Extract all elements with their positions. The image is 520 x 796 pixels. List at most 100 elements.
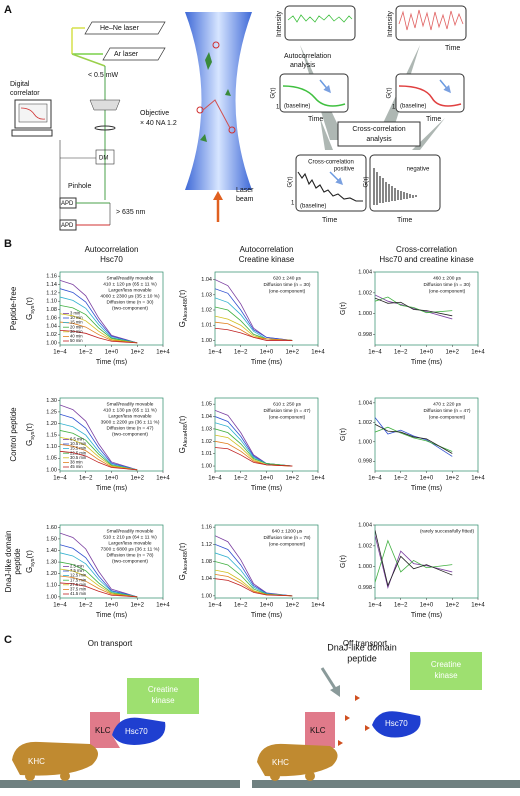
y-tick-label: 1.10 xyxy=(46,444,57,450)
illustration-shape xyxy=(282,85,346,107)
protein-label: KLC xyxy=(310,726,326,735)
y-tick-label: 1.25 xyxy=(46,409,57,415)
row-label: Control peptide xyxy=(9,407,18,462)
illustration-shape xyxy=(305,771,315,781)
y-tick-label: 1.002 xyxy=(358,420,372,426)
illustration-shape xyxy=(338,695,370,746)
device-label: Digital xyxy=(10,81,30,88)
legend-label: 41.5 min xyxy=(70,591,87,596)
x-tick-label: 1e−4 xyxy=(208,603,222,609)
series-group xyxy=(215,409,293,467)
illustration-shape xyxy=(295,154,367,212)
axis-label: Time xyxy=(322,217,337,224)
y-axis-label-part: G xyxy=(25,440,34,446)
x-axis-label: Time (ms) xyxy=(96,359,127,366)
annotation: Larger/less movable xyxy=(108,287,152,293)
y-tick-label: 1.50 xyxy=(46,536,57,542)
y-tick-label: 1.15 xyxy=(46,433,57,439)
axis-label: 1 xyxy=(291,201,295,207)
legend-label: 7.5 min xyxy=(70,568,84,573)
x-tick-label: 1e+2 xyxy=(285,350,299,356)
protein-label: Creatine xyxy=(148,685,179,694)
x-tick-label: 1e−4 xyxy=(368,603,382,609)
series-line xyxy=(375,530,453,587)
x-tick-label: 1e+2 xyxy=(445,476,459,482)
annotation: (one-component) xyxy=(269,541,306,547)
series-line xyxy=(60,437,138,471)
legend-label: 37.5 min xyxy=(70,587,87,592)
x-tick-label: 1e−4 xyxy=(368,476,382,482)
annotation: (one-component) xyxy=(269,414,306,420)
annotation: Diffusion time (n = 47) xyxy=(424,408,471,414)
x-axis-label: Time (ms) xyxy=(251,485,282,492)
x-tick-label: 1e−2 xyxy=(234,350,248,356)
illustration-shape xyxy=(112,717,166,745)
x-tick-label: 1e−4 xyxy=(53,476,67,482)
series-line xyxy=(60,288,138,344)
series-line xyxy=(60,296,138,344)
legend-label: 17.5 min xyxy=(70,577,87,582)
annotation: Diffusion time (n = 30) xyxy=(424,282,471,288)
legend-label: 22.5 min xyxy=(70,450,87,455)
y-tick-label: 1.00 xyxy=(46,340,57,346)
peptide-label: DnaJ-like domain xyxy=(327,642,397,652)
x-tick-label: 1e+4 xyxy=(311,350,325,356)
y-tick-label: 1.00 xyxy=(201,338,212,344)
illustration-shape xyxy=(95,149,115,165)
annotation: 410 ± 120 µs (65 ± 11 %) xyxy=(103,281,157,287)
y-axis-label: GAlexa488(τ) xyxy=(178,542,189,580)
analysis-label: Cross-correlation xyxy=(352,126,405,133)
series-line xyxy=(60,413,138,471)
illustration-shape xyxy=(20,107,46,120)
y-tick-label: 1.06 xyxy=(46,315,57,321)
y-tick-label: 1.02 xyxy=(46,332,57,338)
y-axis-label-part: Alexa488 xyxy=(183,298,189,321)
illustration-shape xyxy=(329,171,344,186)
legend-label: 40 min xyxy=(70,334,83,339)
series-group xyxy=(215,279,293,341)
axis-label: Time xyxy=(308,116,323,123)
plot-frame xyxy=(59,397,164,472)
y-tick-label: 1.000 xyxy=(358,564,372,570)
annotation: Diffusion time (n = 30) xyxy=(264,282,311,288)
chart: 1.00 1.01 1.02 1.03 1.04 1.05 1e−4 1e−2 1e+0 1e+2… xyxy=(178,397,325,492)
row-label: peptide xyxy=(13,548,22,575)
legend-label: 30 min xyxy=(70,329,83,334)
scene-title: Off transport xyxy=(343,639,388,648)
y-axis-label-part: G xyxy=(178,321,187,327)
column-header: Hsc70 and creatine kinase xyxy=(379,255,474,264)
x-tick-label: 1e−4 xyxy=(208,350,222,356)
x-tick-label: 1e+4 xyxy=(311,476,325,482)
x-axis-label: Time (ms) xyxy=(251,359,282,366)
plot-frame xyxy=(374,397,479,472)
baseline-label: (baseline) xyxy=(284,104,310,110)
annotation: Diffusion time (n = 30) xyxy=(107,299,154,305)
illustration-shape xyxy=(287,14,353,23)
y-tick-label: 1.00 xyxy=(46,594,57,600)
chart: 1.00 1.01 1.02 1.03 1.04 1e−4 1e−2 1e+0 1e+2 1e+4… xyxy=(178,271,325,366)
axis-label: Time xyxy=(445,45,460,52)
beam-label: beam xyxy=(236,196,254,203)
legend-label: 3 min xyxy=(70,311,81,316)
series-group xyxy=(375,294,453,320)
x-tick-label: 1e−2 xyxy=(394,603,408,609)
y-tick-label: 1.002 xyxy=(358,543,372,549)
series-line xyxy=(60,552,138,598)
illustration-shape xyxy=(25,771,35,781)
series-line xyxy=(60,330,138,344)
annotation: 460 ± 200 µs xyxy=(433,275,461,281)
annotation: (two-component) xyxy=(112,305,148,311)
y-tick-label: 1.16 xyxy=(201,525,212,531)
chart: 1.00 1.05 1.10 1.15 1.20 1.25 1.30 1e−4 1e−2 1e+0… xyxy=(25,397,170,492)
y-tick-label: 1.01 xyxy=(201,323,212,329)
legend-label: 27.5 min xyxy=(70,582,87,587)
y-tick-label: 1.10 xyxy=(46,583,57,589)
x-tick-label: 1e+4 xyxy=(471,603,485,609)
y-tick-label: 1.12 xyxy=(46,290,57,296)
column-header: Cross-correlation xyxy=(396,245,457,254)
x-tick-label: 1e+4 xyxy=(471,476,485,482)
annotation: Larger/less movable xyxy=(108,540,152,546)
annotation: (rarely successfully fitted) xyxy=(420,528,475,534)
series-line xyxy=(60,423,138,471)
illustration-shape xyxy=(337,121,421,147)
